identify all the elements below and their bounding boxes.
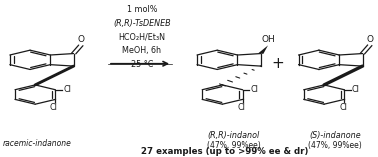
Text: 25 °C: 25 °C: [131, 60, 153, 69]
Text: O: O: [366, 35, 373, 44]
Text: (47%, 99%ee): (47%, 99%ee): [308, 141, 362, 150]
Text: (R,R)-indanol: (R,R)-indanol: [208, 131, 260, 140]
Text: Cl: Cl: [64, 85, 71, 94]
Text: 27 examples (up to >99% ee & dr): 27 examples (up to >99% ee & dr): [141, 147, 308, 156]
Text: 1 mol%: 1 mol%: [127, 5, 157, 14]
Text: HCO₂H/Et₃N: HCO₂H/Et₃N: [118, 33, 166, 42]
Text: OH: OH: [261, 35, 275, 44]
Text: O: O: [77, 35, 84, 44]
Text: +: +: [271, 56, 284, 71]
Text: Cl: Cl: [237, 103, 245, 112]
Text: MeOH, 6h: MeOH, 6h: [122, 46, 161, 55]
Text: Cl: Cl: [250, 85, 258, 94]
Text: Cl: Cl: [339, 103, 347, 112]
Polygon shape: [258, 45, 268, 54]
Text: Cl: Cl: [352, 85, 360, 94]
Text: (47%, 99%ee): (47%, 99%ee): [207, 141, 260, 150]
Text: (S)-indanone: (S)-indanone: [310, 131, 361, 140]
Text: (R,R)-TsDENEB: (R,R)-TsDENEB: [113, 19, 171, 28]
Text: racemic-indanone: racemic-indanone: [3, 139, 71, 148]
Text: Cl: Cl: [50, 103, 57, 112]
